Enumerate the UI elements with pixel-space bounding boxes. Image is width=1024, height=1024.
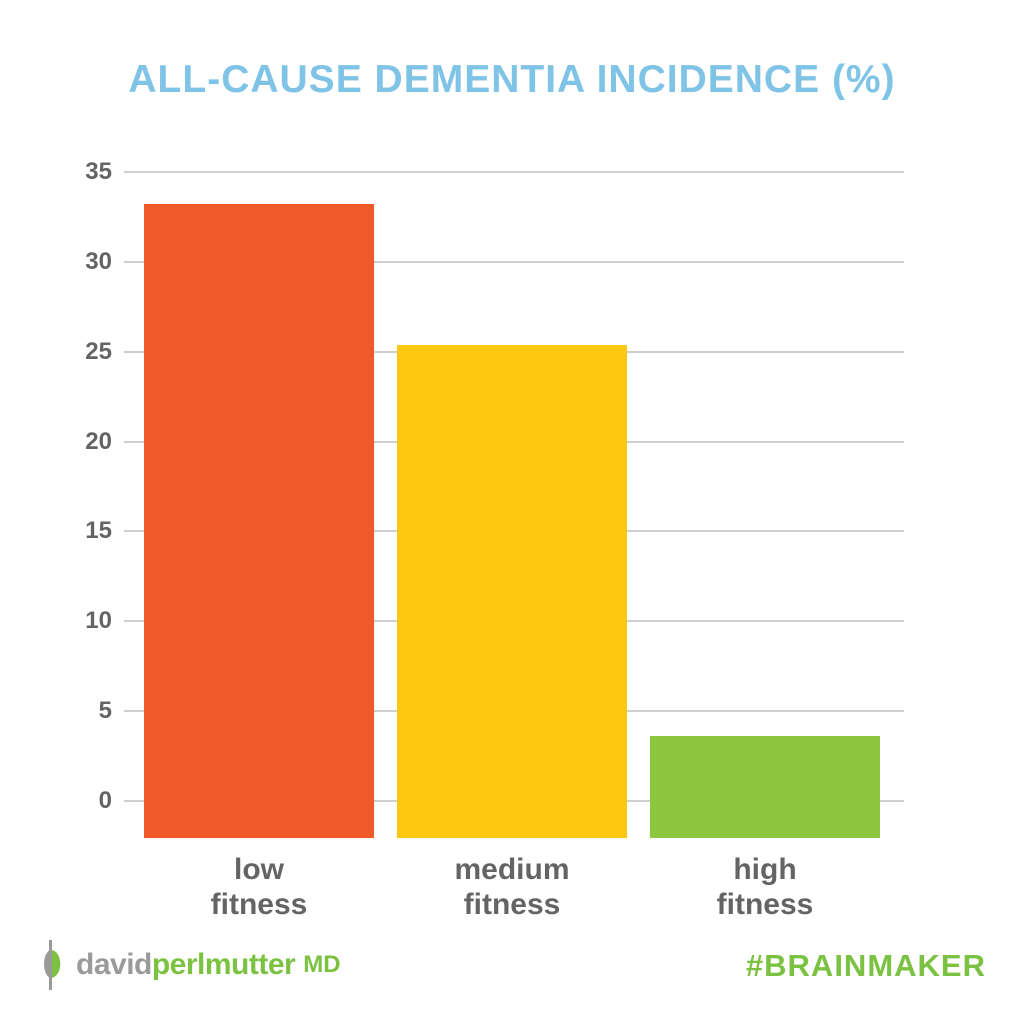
logo-text-david: david xyxy=(76,948,152,981)
y-tick-label: 25 xyxy=(85,337,112,365)
y-tick-label: 30 xyxy=(85,247,112,275)
hashtag: #BRAINMAKER xyxy=(745,948,986,983)
y-tick-label: 20 xyxy=(85,427,112,455)
brand-logo: david perlmutter MD xyxy=(40,940,341,990)
y-tick-label: 0 xyxy=(98,787,112,814)
y-tick-label: 15 xyxy=(85,517,112,545)
y-tick-label: 10 xyxy=(85,607,112,635)
x-category-label: low fitness xyxy=(210,853,308,921)
gridline xyxy=(124,260,904,263)
x-category-label: medium fitness xyxy=(454,853,570,921)
leaf-icon xyxy=(40,940,70,990)
bar-medium-fitness xyxy=(397,344,627,838)
logo-text-md: MD xyxy=(303,951,341,978)
x-category-label: high fitness xyxy=(716,853,814,921)
bar-high-fitness xyxy=(650,736,880,838)
logo-text-perlmutter: perlmutter xyxy=(151,948,296,981)
y-tick-label: 35 xyxy=(85,158,112,185)
gridline xyxy=(124,171,904,173)
y-tick-label: 5 xyxy=(98,697,112,725)
bar-low-fitness xyxy=(144,204,374,838)
chart-title: ALL-CAUSE DEMENTIA INCIDENCE (%) xyxy=(128,58,896,101)
